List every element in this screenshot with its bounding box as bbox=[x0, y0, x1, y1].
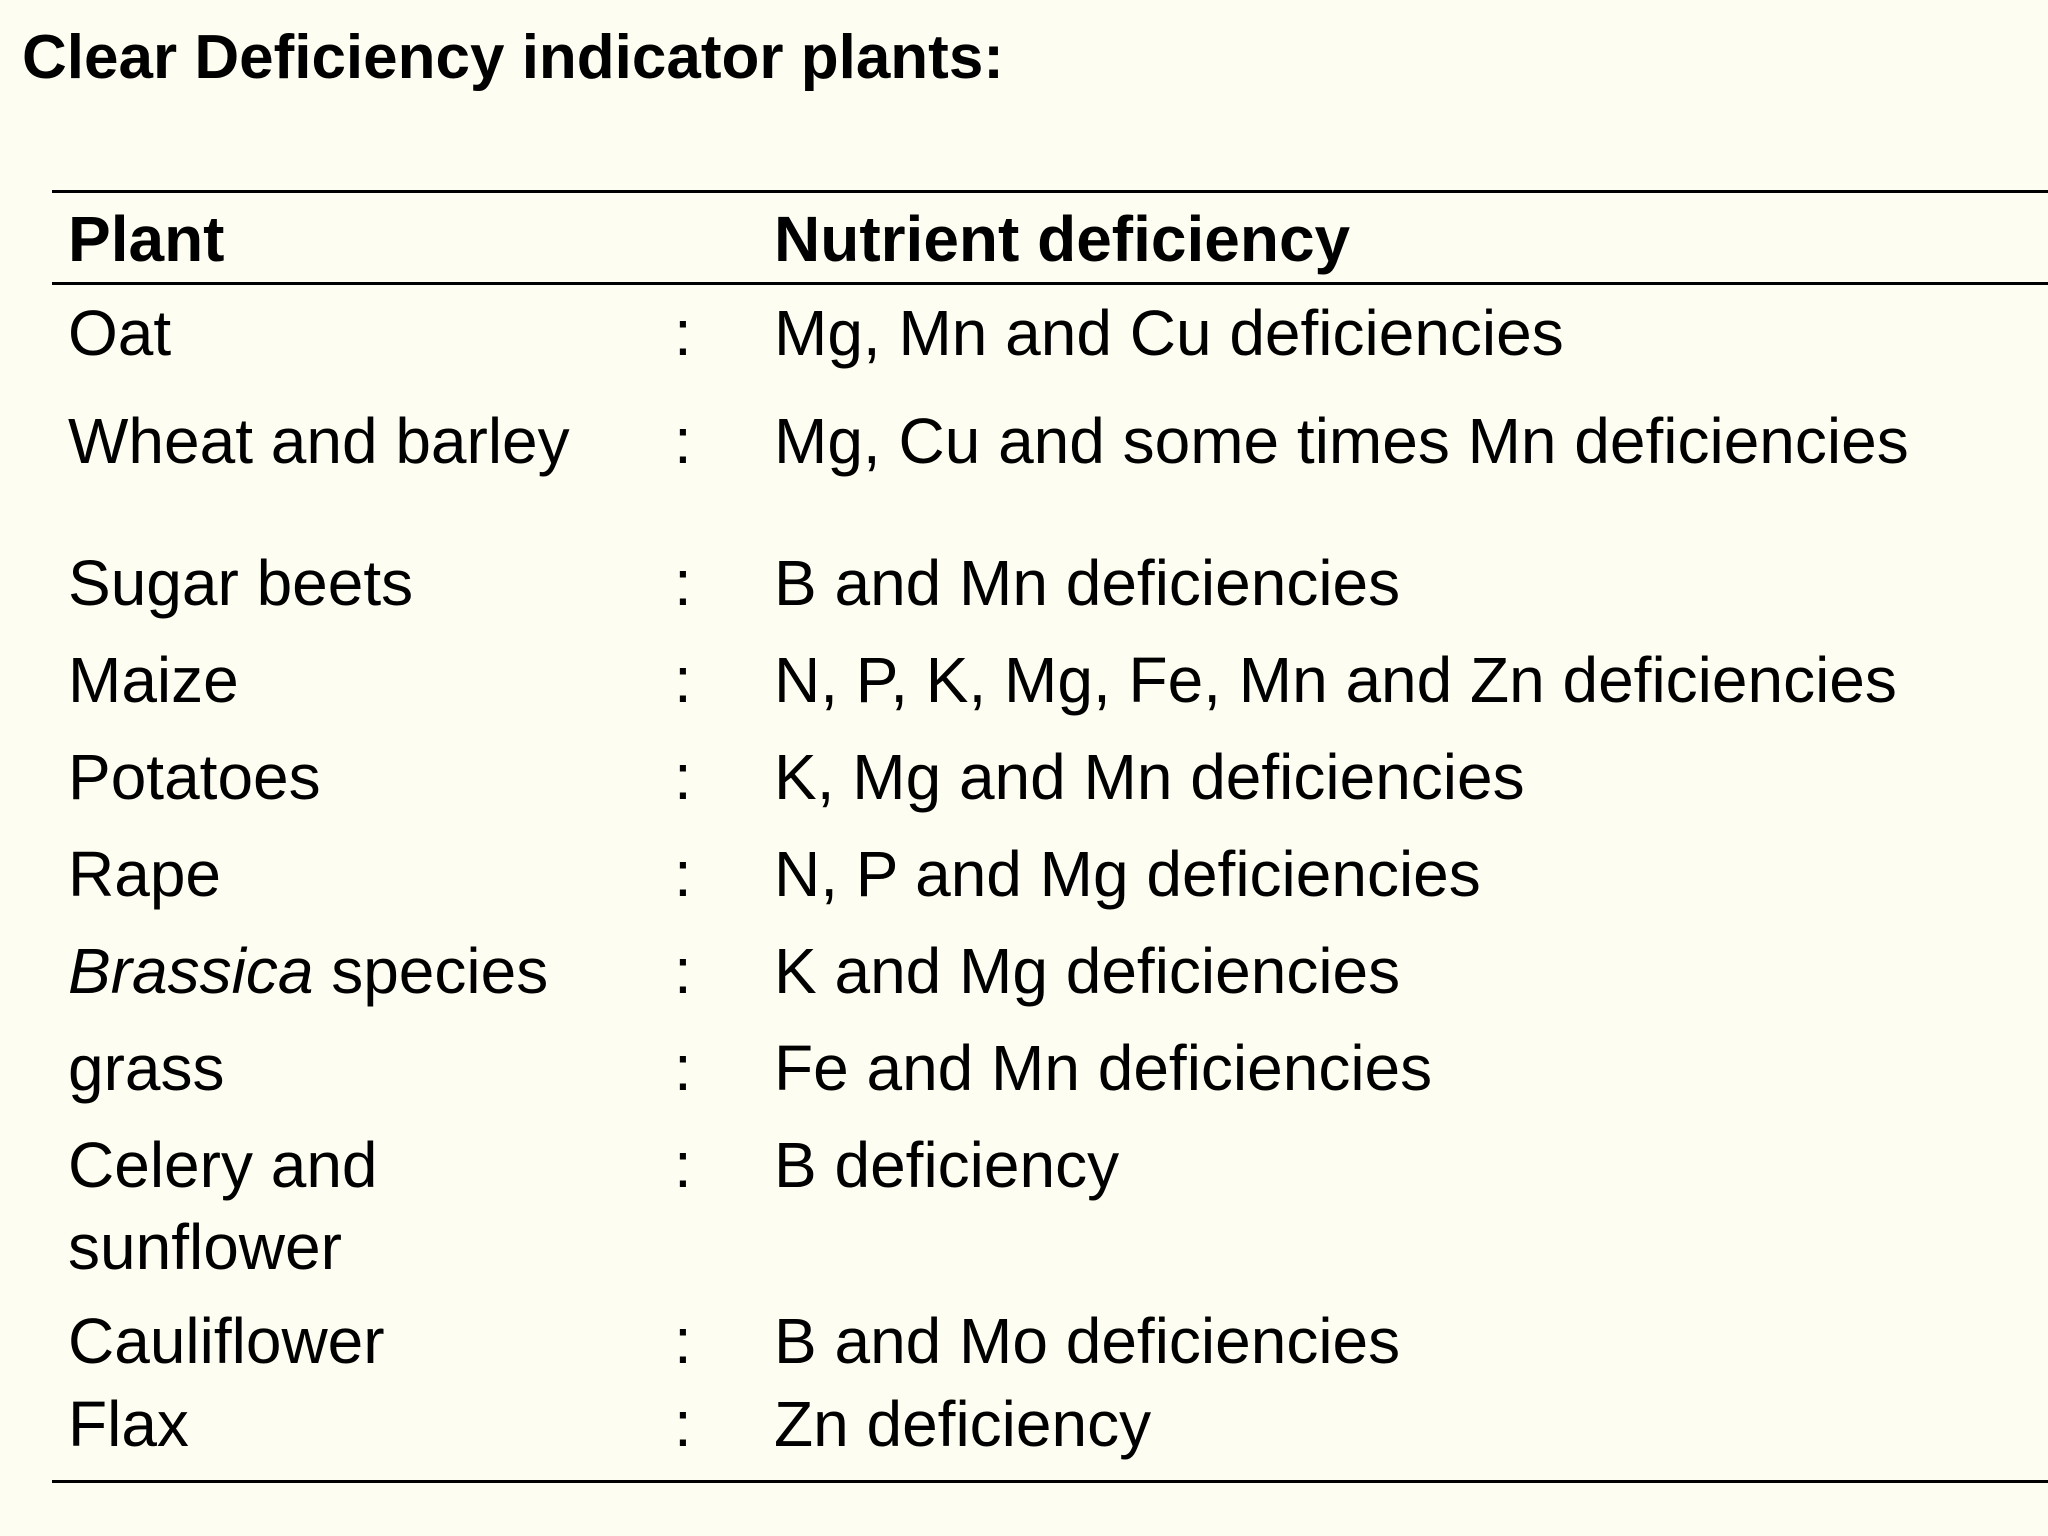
row-oat-separator: : bbox=[674, 297, 692, 369]
row-wheat-deficiency: Mg, Cu and some times Mn deficiencies bbox=[774, 405, 1909, 477]
header-plant: Plant bbox=[68, 203, 225, 275]
brassica-italic-name: Brassica bbox=[68, 935, 314, 1007]
row-flax-deficiency: Zn deficiency bbox=[774, 1388, 1152, 1460]
row-rape-plant: Rape bbox=[68, 838, 221, 910]
table-bottom-rule bbox=[52, 1480, 2048, 1483]
row-flax-separator: : bbox=[674, 1388, 692, 1460]
row-cauliflower-plant: Cauliflower bbox=[68, 1305, 385, 1377]
row-cauliflower-deficiency: B and Mo deficiencies bbox=[774, 1305, 1401, 1377]
row-wheat-plant: Wheat and barley bbox=[68, 405, 570, 477]
row-cauliflower-separator: : bbox=[674, 1305, 692, 1377]
row-grass-plant: grass bbox=[68, 1032, 225, 1104]
row-oat-deficiency: Mg, Mn and Cu deficiencies bbox=[774, 297, 1564, 369]
row-sugar-beets-deficiency: B and Mn deficiencies bbox=[774, 547, 1401, 619]
row-celery-plant-line1: Celery and bbox=[68, 1129, 378, 1201]
table-top-rule bbox=[52, 190, 2048, 193]
row-maize-separator: : bbox=[674, 644, 692, 716]
row-potatoes-deficiency: K, Mg and Mn deficiencies bbox=[774, 741, 1525, 813]
table-header-rule bbox=[52, 282, 2048, 285]
row-grass-deficiency: Fe and Mn deficiencies bbox=[774, 1032, 1433, 1104]
page-title: Clear Deficiency indicator plants: bbox=[22, 23, 1004, 92]
row-potatoes-separator: : bbox=[674, 741, 692, 813]
row-celery-deficiency: B deficiency bbox=[774, 1129, 1120, 1201]
row-brassica-plant: Brassica species bbox=[68, 930, 548, 1012]
brassica-suffix: species bbox=[313, 935, 549, 1007]
row-brassica-separator: : bbox=[674, 935, 692, 1007]
row-wheat-separator: : bbox=[674, 405, 692, 477]
row-rape-separator: : bbox=[674, 838, 692, 910]
row-rape-deficiency: N, P and Mg deficiencies bbox=[774, 838, 1481, 910]
header-nutrient-deficiency: Nutrient deficiency bbox=[774, 203, 1351, 275]
row-celery-plant-line2: sunflower bbox=[68, 1211, 342, 1283]
row-brassica-deficiency: K and Mg deficiencies bbox=[774, 935, 1401, 1007]
row-flax-plant: Flax bbox=[68, 1388, 189, 1460]
row-maize-deficiency: N, P, K, Mg, Fe, Mn and Zn deficiencies bbox=[774, 644, 1897, 716]
row-celery-separator: : bbox=[674, 1129, 692, 1201]
row-potatoes-plant: Potatoes bbox=[68, 741, 321, 813]
row-oat-plant: Oat bbox=[68, 297, 172, 369]
row-maize-plant: Maize bbox=[68, 644, 239, 716]
row-sugar-beets-separator: : bbox=[674, 547, 692, 619]
row-sugar-beets-plant: Sugar beets bbox=[68, 547, 414, 619]
row-grass-separator: : bbox=[674, 1032, 692, 1104]
